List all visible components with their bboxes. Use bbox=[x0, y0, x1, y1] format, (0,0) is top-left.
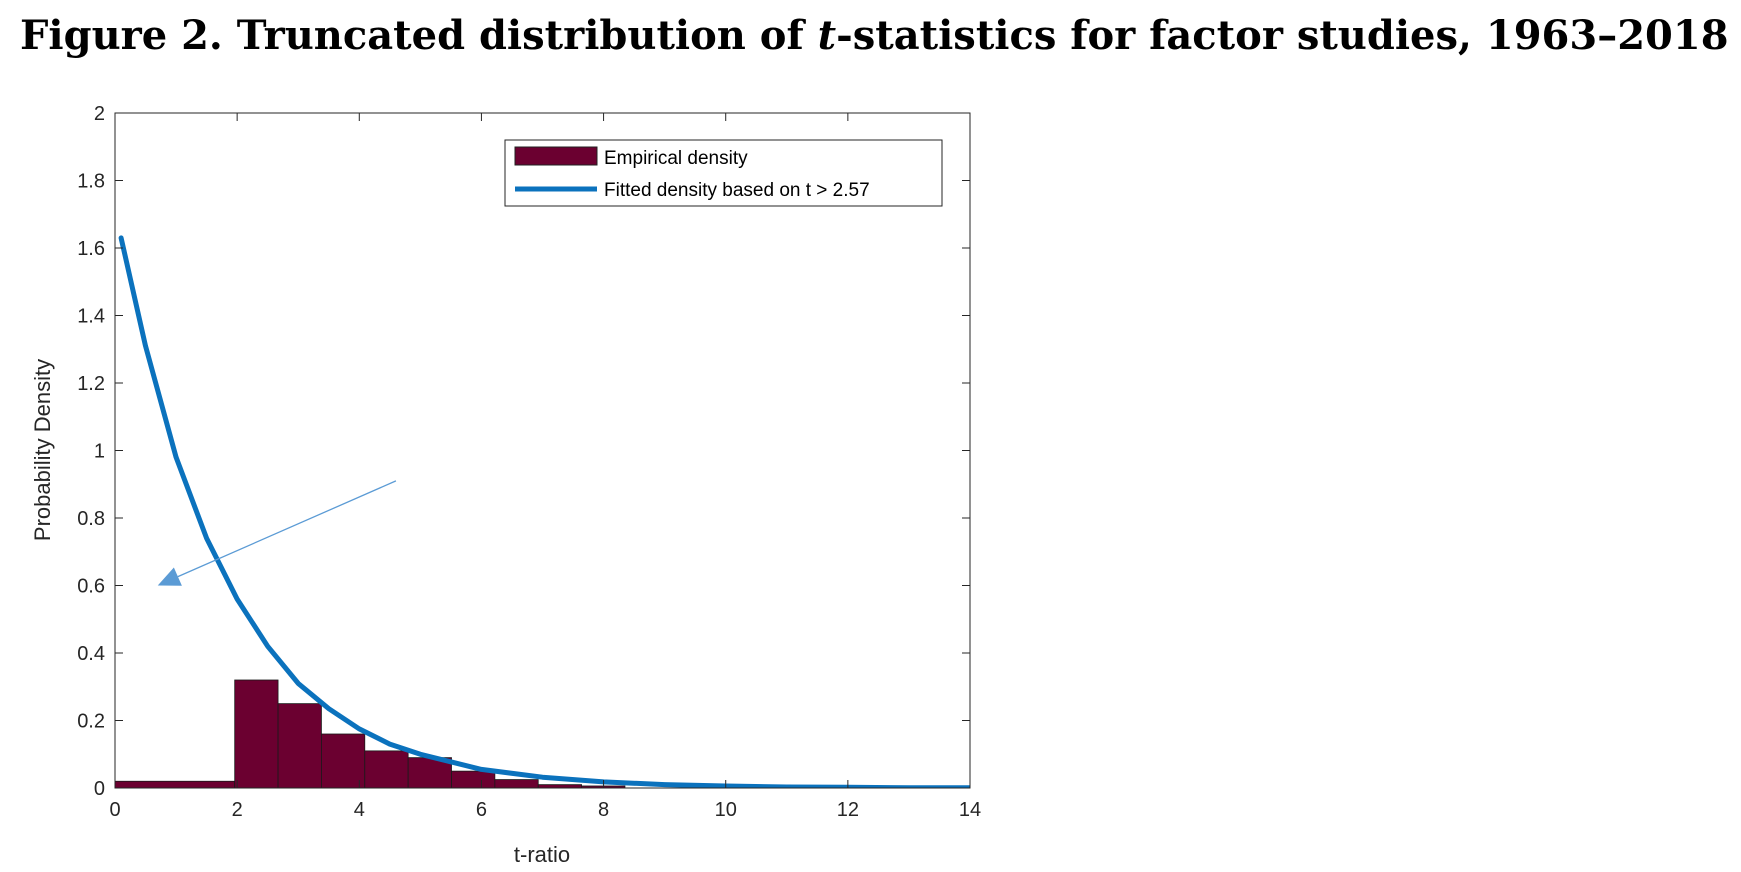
x-tick-label: 14 bbox=[959, 799, 981, 821]
x-tick-label: 10 bbox=[715, 799, 737, 821]
y-tick-label: 0 bbox=[94, 778, 105, 800]
x-axis-ticks: 0 2 4 6 8 10 12 14 bbox=[109, 113, 981, 821]
histogram-bar bbox=[115, 780, 236, 788]
histogram-bar bbox=[451, 770, 496, 788]
fitted-density-line bbox=[118, 235, 970, 788]
legend-swatch-bar bbox=[514, 146, 598, 166]
figure-title-prefix: Figure 2. Truncated distribution of bbox=[20, 12, 818, 59]
y-tick-label: 1.6 bbox=[77, 238, 105, 260]
histogram-bar bbox=[494, 779, 539, 788]
histogram-bar bbox=[537, 784, 582, 788]
y-tick-label: 1.4 bbox=[77, 306, 105, 328]
x-tick-label: 4 bbox=[354, 799, 365, 821]
y-axis-ticks: 0 0.2 0.4 0.6 0.8 1 1.2 1.4 1.6 1.8 2 bbox=[77, 103, 970, 800]
x-tick-label: 12 bbox=[837, 799, 859, 821]
annotation-arrow-shaft bbox=[177, 480, 397, 578]
y-axis-label: Probability Density bbox=[30, 359, 55, 541]
y-tick-label: 1 bbox=[94, 441, 105, 463]
annotation-arrow-head bbox=[157, 567, 182, 586]
y-tick-label: 1.2 bbox=[77, 373, 105, 395]
x-tick-label: 0 bbox=[109, 799, 120, 821]
histogram-bar bbox=[321, 733, 366, 788]
y-tick-label: 1.8 bbox=[77, 171, 105, 193]
histogram-bars bbox=[115, 679, 626, 788]
histogram-bar bbox=[277, 703, 322, 788]
legend-label-empirical: Empirical density bbox=[604, 148, 748, 169]
x-tick-label: 6 bbox=[476, 799, 487, 821]
legend-label-fitted: Fitted density based on t > 2.57 bbox=[604, 180, 870, 201]
legend: Empirical density Fitted density based o… bbox=[504, 139, 943, 207]
y-tick-label: 0.4 bbox=[77, 643, 105, 665]
plot-area bbox=[115, 113, 970, 788]
fitted-curve-layer bbox=[118, 235, 970, 788]
figure-title-suffix: -statistics for factor studies, 1963–201… bbox=[836, 12, 1729, 59]
x-tick-label: 8 bbox=[598, 799, 609, 821]
histogram-bar bbox=[234, 679, 279, 788]
annotation-layer bbox=[157, 480, 397, 586]
y-tick-label: 0.8 bbox=[77, 508, 105, 530]
histogram-bar bbox=[364, 750, 409, 788]
y-tick-label: 2 bbox=[94, 103, 105, 125]
figure-title: Figure 2. Truncated distribution of t-st… bbox=[20, 10, 1735, 62]
figure-title-italic: t bbox=[817, 12, 837, 59]
x-axis-label: t-ratio bbox=[514, 842, 570, 867]
y-tick-label: 0.2 bbox=[77, 711, 105, 733]
x-tick-label: 2 bbox=[232, 799, 243, 821]
y-tick-label: 0.6 bbox=[77, 576, 105, 598]
